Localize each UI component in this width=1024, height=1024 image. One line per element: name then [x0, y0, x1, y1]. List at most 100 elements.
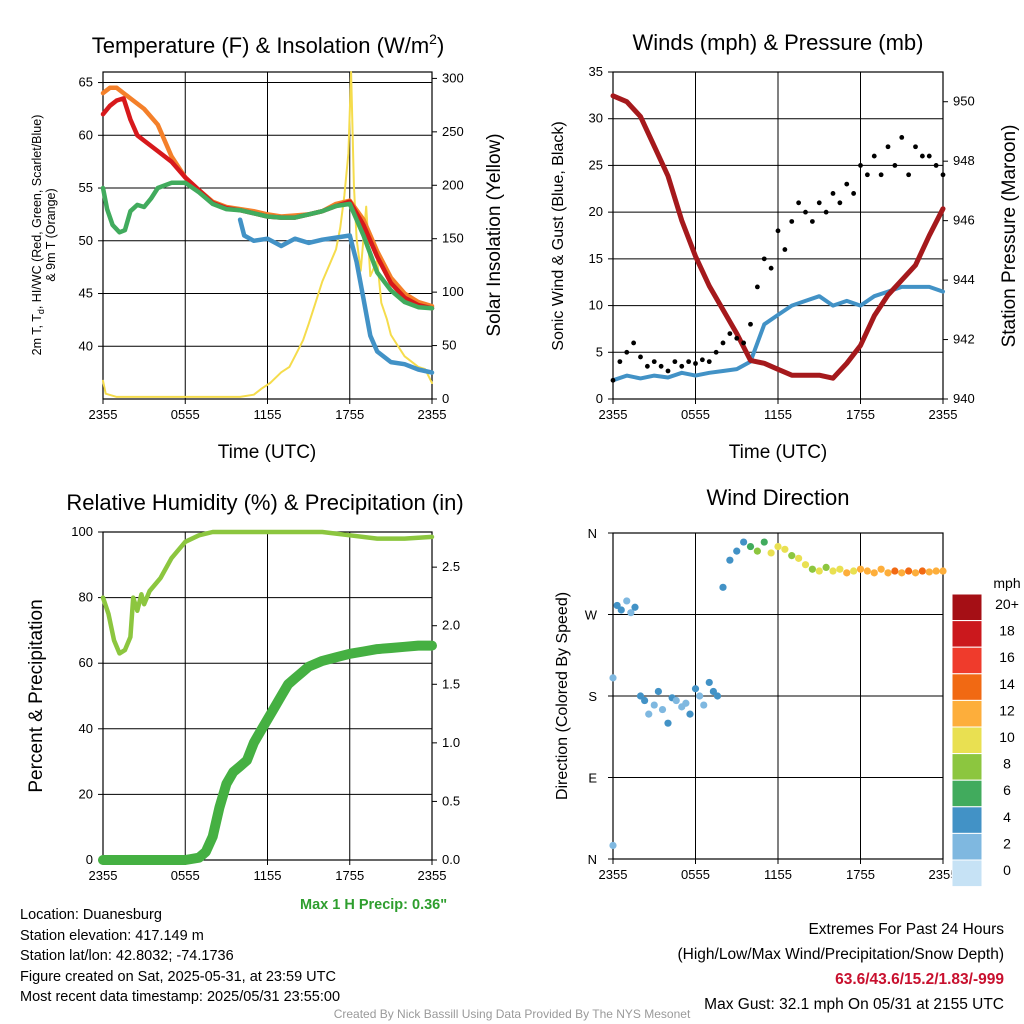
gust-point	[706, 359, 712, 365]
direction-point	[733, 547, 741, 555]
direction-point	[753, 547, 761, 555]
gust-point	[686, 359, 692, 365]
precip-ytick-label: 2.5	[442, 559, 460, 574]
legend-swatch	[951, 699, 983, 728]
direction-point	[822, 563, 830, 572]
direction-point	[654, 687, 662, 696]
latlon-text: Station lat/lon: 42.8032; -74.1736	[20, 948, 234, 964]
direction-point	[641, 696, 649, 705]
max-precip-label: Max 1 H Precip: 0.36"	[300, 897, 448, 913]
legend-label: 10	[999, 729, 1015, 745]
legend-swatch	[951, 806, 983, 834]
humidity-ytick-label: 0	[86, 852, 93, 867]
winds-panel: Winds (mph) & Pressure (mb) Sonic Wind &…	[550, 30, 1020, 463]
winds-xtick-label: 1755	[846, 407, 875, 422]
direction-point	[645, 710, 653, 718]
gust-point	[926, 153, 932, 159]
direction-point	[609, 841, 617, 850]
humidity-xtick-label: 1155	[254, 868, 282, 883]
precip-ytick-label: 1.0	[442, 735, 460, 750]
temperature-xtick-label: 2355	[89, 407, 118, 422]
temperature-xtick-label: 1155	[254, 407, 282, 422]
winds-xtick-label: 2355	[929, 407, 958, 422]
precip-line	[98, 640, 437, 865]
gust-point	[864, 172, 870, 178]
gust-point	[754, 284, 760, 290]
pressure-ytick-label: 944	[953, 272, 975, 287]
gust-point	[610, 377, 616, 383]
gust-point	[885, 144, 891, 150]
winds-title: Winds (mph) & Pressure (mb)	[633, 30, 924, 55]
gust-point	[796, 200, 802, 206]
gust-point	[748, 321, 753, 327]
legend-label: 6	[1003, 782, 1011, 798]
solar-line	[102, 71, 433, 398]
humidity-title: Relative Humidity (%) & Precipitation (i…	[66, 490, 463, 515]
direction-point	[891, 567, 899, 575]
td-line	[237, 217, 435, 375]
gust-point	[940, 172, 946, 178]
precip-ytick-label: 1.5	[442, 676, 460, 691]
direction-point	[808, 565, 816, 573]
precip-ytick-label: 2.0	[442, 618, 460, 633]
direction-point	[713, 692, 722, 700]
pressure-ytick-label: 950	[953, 94, 975, 109]
direction-xtick-label: 1155	[764, 867, 792, 882]
gust-point	[768, 265, 774, 271]
gust-point	[624, 349, 630, 355]
winds-ytick-label: 15	[589, 251, 603, 266]
direction-point	[774, 542, 782, 551]
direction-ytick-label: N	[588, 526, 597, 541]
direction-point	[795, 554, 803, 562]
direction-point	[617, 606, 625, 614]
pressure-ytick-label: 946	[953, 213, 975, 228]
humidity-ytick-label: 20	[79, 786, 93, 801]
direction-point	[726, 556, 734, 564]
winds-xlabel: Time (UTC)	[729, 442, 828, 463]
direction-point	[863, 567, 871, 575]
direction-point	[877, 565, 885, 573]
gust-point	[658, 363, 664, 369]
solar-ylabel-right: Solar Insolation (Yellow)	[484, 133, 505, 336]
legend-swatch	[951, 859, 983, 888]
gust-point	[844, 181, 850, 187]
direction-point	[781, 545, 789, 553]
winds-ytick-label: 35	[589, 64, 603, 79]
extremes-legend: (High/Low/Max Wind/Precipitation/Snow De…	[677, 946, 1005, 963]
station-info: Location: Duanesburg Station elevation: …	[20, 905, 340, 1008]
direction-point	[918, 567, 926, 575]
wind-direction-panel: Wind Direction Direction (Colored By Spe…	[554, 485, 1021, 888]
humidity-panel: Relative Humidity (%) & Precipitation (i…	[26, 490, 464, 883]
extremes-title: Extremes For Past 24 Hours	[808, 921, 1004, 938]
humidity-xtick-label: 1755	[335, 868, 364, 883]
direction-point	[658, 705, 667, 714]
location-text: Location: Duanesburg	[20, 907, 162, 923]
direction-point	[691, 685, 700, 693]
gust-point	[720, 340, 726, 346]
direction-point	[631, 603, 639, 611]
winds-xtick-label: 0555	[681, 407, 710, 422]
gust-point	[665, 368, 671, 374]
temperature-xlabel: Time (UTC)	[218, 442, 317, 463]
temperature-ylabel-left-line2: & 9m T (Orange)	[44, 188, 58, 281]
humidity-ytick-label: 80	[79, 590, 93, 605]
legend-label: 2	[1003, 835, 1011, 851]
legend-label: 20+	[995, 596, 1019, 612]
winds-xtick-label: 2355	[599, 407, 628, 422]
gust-point	[644, 363, 650, 369]
temperature-xtick-label: 2355	[418, 407, 447, 422]
legend-swatch	[951, 646, 983, 675]
direction-ytick-label: W	[585, 608, 598, 623]
legend-swatch	[951, 832, 983, 861]
gust-point	[906, 172, 912, 178]
direction-xtick-label: 0555	[681, 867, 710, 882]
winds-xtick-label: 1155	[764, 407, 792, 422]
temperature-ytick-label: 40	[79, 338, 93, 353]
gust-point	[892, 163, 898, 168]
pressure-ylabel-right: Station Pressure (Maroon)	[999, 125, 1020, 348]
legend-label: 12	[999, 702, 1015, 718]
gust-point	[741, 340, 747, 346]
elevation-text: Station elevation: 417.149 m	[20, 927, 204, 944]
direction-point	[850, 567, 858, 575]
